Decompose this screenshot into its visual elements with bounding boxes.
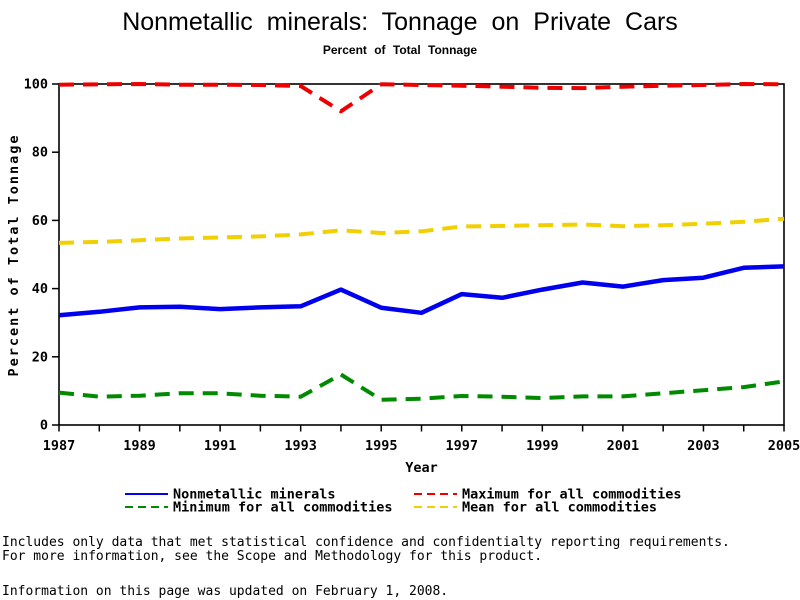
x-axis-tick-label: 1997 bbox=[446, 438, 479, 454]
y-axis-tick-label: 80 bbox=[32, 145, 48, 161]
footnote-updated: Information on this page was updated on … bbox=[2, 584, 449, 599]
x-axis-tick-label: 1989 bbox=[123, 438, 156, 454]
x-axis-tick-label: 2003 bbox=[687, 438, 720, 454]
x-axis-tick-label: 1987 bbox=[43, 438, 76, 454]
y-axis-tick-label: 0 bbox=[40, 418, 48, 434]
y-axis-title: Percent of Total Tonnage bbox=[6, 133, 22, 376]
footnote-confidence: Includes only data that met statistical … bbox=[2, 535, 730, 550]
x-axis-tick-label: 1995 bbox=[365, 438, 398, 454]
footnote-scope: For more information, see the Scope and … bbox=[2, 549, 543, 564]
series-line-nonmetallic_minerals bbox=[58, 264, 785, 318]
y-axis-tick-label: 60 bbox=[32, 213, 48, 229]
legend-label-mean: Mean for all commodities bbox=[462, 500, 657, 516]
chart-title: Nonmetallic minerals: Tonnage on Private… bbox=[122, 8, 678, 36]
series-line-maximum bbox=[58, 82, 785, 114]
x-axis-tick-label: 1999 bbox=[526, 438, 559, 454]
legend-label-maximum: Maximum for all commodities bbox=[462, 487, 681, 503]
y-axis-tick-label: 100 bbox=[24, 77, 48, 93]
x-axis-tick-label: 2001 bbox=[607, 438, 640, 454]
x-axis-tick-label: 1993 bbox=[284, 438, 317, 454]
series-line-minimum bbox=[58, 372, 785, 402]
x-axis-tick-label: 2005 bbox=[768, 438, 800, 454]
legend-label-nonmetallic_minerals: Nonmetallic minerals bbox=[173, 487, 336, 503]
plot-frame bbox=[58, 83, 785, 426]
series-line-mean bbox=[58, 216, 785, 245]
legend-label-minimum: Minimum for all commodities bbox=[173, 500, 392, 516]
tonnage-line-chart: 0 20 40 60 80 100 1987 1989 1991 1993 1995 1997 1999… bbox=[6, 77, 800, 516]
x-axis-tick-label: 1991 bbox=[204, 438, 237, 454]
y-axis-tick-label: 20 bbox=[32, 349, 48, 365]
y-axis-tick-label: 40 bbox=[32, 281, 48, 297]
chart-subtitle: Percent of Total Tonnage bbox=[322, 43, 478, 57]
x-axis-title: Year bbox=[405, 460, 438, 476]
